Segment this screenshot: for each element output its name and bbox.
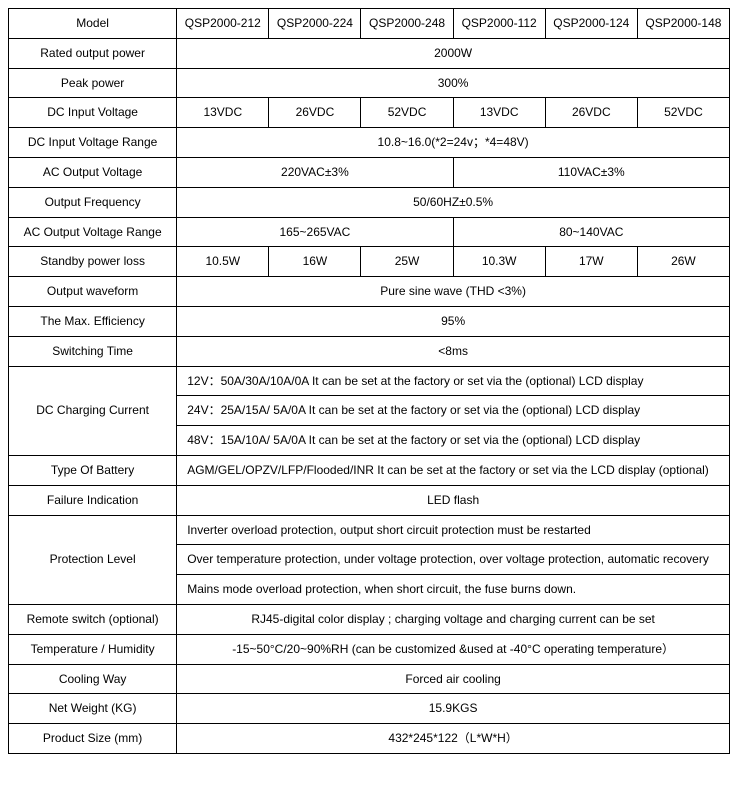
row-label: DC Input Voltage Range — [9, 128, 177, 158]
cell: 10.8~16.0(*2=24v；*4=48V) — [177, 128, 730, 158]
cell: 300% — [177, 68, 730, 98]
cell: Pure sine wave (THD <3%) — [177, 277, 730, 307]
cell: 15.9KGS — [177, 694, 730, 724]
table-row: Switching Time <8ms — [9, 336, 730, 366]
row-label: Rated output power — [9, 38, 177, 68]
cell: Forced air cooling — [177, 664, 730, 694]
row-label: Switching Time — [9, 336, 177, 366]
table-row: The Max. Efficiency 95% — [9, 306, 730, 336]
cell: 24V：25A/15A/ 5A/0A It can be set at the … — [177, 396, 730, 426]
cell: -15~50°C/20~90%RH (can be customized &us… — [177, 634, 730, 664]
cell: 12V：50A/30A/10A/0A It can be set at the … — [177, 366, 730, 396]
cell: 13VDC — [177, 98, 269, 128]
cell: Over temperature protection, under volta… — [177, 545, 730, 575]
cell: QSP2000-248 — [361, 9, 453, 39]
row-label: Temperature / Humidity — [9, 634, 177, 664]
table-row: Product Size (mm) 432*245*122（L*W*H） — [9, 724, 730, 754]
table-row: Output Frequency 50/60HZ±0.5% — [9, 187, 730, 217]
row-label: Output Frequency — [9, 187, 177, 217]
row-label: Remote switch (optional) — [9, 604, 177, 634]
row-label: DC Charging Current — [9, 366, 177, 455]
table-row: Type Of Battery AGM/GEL/OPZV/LFP/Flooded… — [9, 455, 730, 485]
cell: 13VDC — [453, 98, 545, 128]
row-label: AC Output Voltage — [9, 157, 177, 187]
cell: LED flash — [177, 485, 730, 515]
table-row: Failure Indication LED flash — [9, 485, 730, 515]
table-row: Net Weight (KG) 15.9KGS — [9, 694, 730, 724]
cell: QSP2000-224 — [269, 9, 361, 39]
table-row: Rated output power 2000W — [9, 38, 730, 68]
cell: 26W — [637, 247, 729, 277]
row-label: Cooling Way — [9, 664, 177, 694]
row-label: DC Input Voltage — [9, 98, 177, 128]
cell: 95% — [177, 306, 730, 336]
cell: QSP2000-148 — [637, 9, 729, 39]
table-row: AC Output Voltage Range 165~265VAC 80~14… — [9, 217, 730, 247]
cell: 50/60HZ±0.5% — [177, 187, 730, 217]
table-row: Output waveform Pure sine wave (THD <3%) — [9, 277, 730, 307]
row-label: AC Output Voltage Range — [9, 217, 177, 247]
table-row: Cooling Way Forced air cooling — [9, 664, 730, 694]
cell: 80~140VAC — [453, 217, 729, 247]
cell: 16W — [269, 247, 361, 277]
table-row: Temperature / Humidity -15~50°C/20~90%RH… — [9, 634, 730, 664]
cell: Mains mode overload protection, when sho… — [177, 575, 730, 605]
cell: 2000W — [177, 38, 730, 68]
row-label: Peak power — [9, 68, 177, 98]
cell: AGM/GEL/OPZV/LFP/Flooded/INR It can be s… — [177, 455, 730, 485]
cell: QSP2000-112 — [453, 9, 545, 39]
cell: 48V：15A/10A/ 5A/0A It can be set at the … — [177, 426, 730, 456]
cell: RJ45-digital color display ; charging vo… — [177, 604, 730, 634]
row-label: Product Size (mm) — [9, 724, 177, 754]
cell: Inverter overload protection, output sho… — [177, 515, 730, 545]
cell: 10.3W — [453, 247, 545, 277]
cell: QSP2000-212 — [177, 9, 269, 39]
table-row: DC Charging Current 12V：50A/30A/10A/0A I… — [9, 366, 730, 396]
table-row: AC Output Voltage 220VAC±3% 110VAC±3% — [9, 157, 730, 187]
cell: <8ms — [177, 336, 730, 366]
cell: QSP2000-124 — [545, 9, 637, 39]
cell: 52VDC — [361, 98, 453, 128]
cell: 165~265VAC — [177, 217, 453, 247]
row-label: Protection Level — [9, 515, 177, 604]
cell: 52VDC — [637, 98, 729, 128]
row-label: Net Weight (KG) — [9, 694, 177, 724]
table-row: DC Input Voltage Range 10.8~16.0(*2=24v；… — [9, 128, 730, 158]
table-row: Model QSP2000-212 QSP2000-224 QSP2000-24… — [9, 9, 730, 39]
cell: 220VAC±3% — [177, 157, 453, 187]
cell: 17W — [545, 247, 637, 277]
table-row: Standby power loss 10.5W 16W 25W 10.3W 1… — [9, 247, 730, 277]
table-row: Remote switch (optional) RJ45-digital co… — [9, 604, 730, 634]
row-label: Model — [9, 9, 177, 39]
row-label: Standby power loss — [9, 247, 177, 277]
table-row: Peak power 300% — [9, 68, 730, 98]
table-row: Protection Level Inverter overload prote… — [9, 515, 730, 545]
cell: 110VAC±3% — [453, 157, 729, 187]
row-label: Type Of Battery — [9, 455, 177, 485]
table-row: DC Input Voltage 13VDC 26VDC 52VDC 13VDC… — [9, 98, 730, 128]
spec-table: Model QSP2000-212 QSP2000-224 QSP2000-24… — [8, 8, 730, 754]
cell: 10.5W — [177, 247, 269, 277]
cell: 26VDC — [545, 98, 637, 128]
cell: 25W — [361, 247, 453, 277]
row-label: The Max. Efficiency — [9, 306, 177, 336]
cell: 432*245*122（L*W*H） — [177, 724, 730, 754]
cell: 26VDC — [269, 98, 361, 128]
row-label: Output waveform — [9, 277, 177, 307]
row-label: Failure Indication — [9, 485, 177, 515]
